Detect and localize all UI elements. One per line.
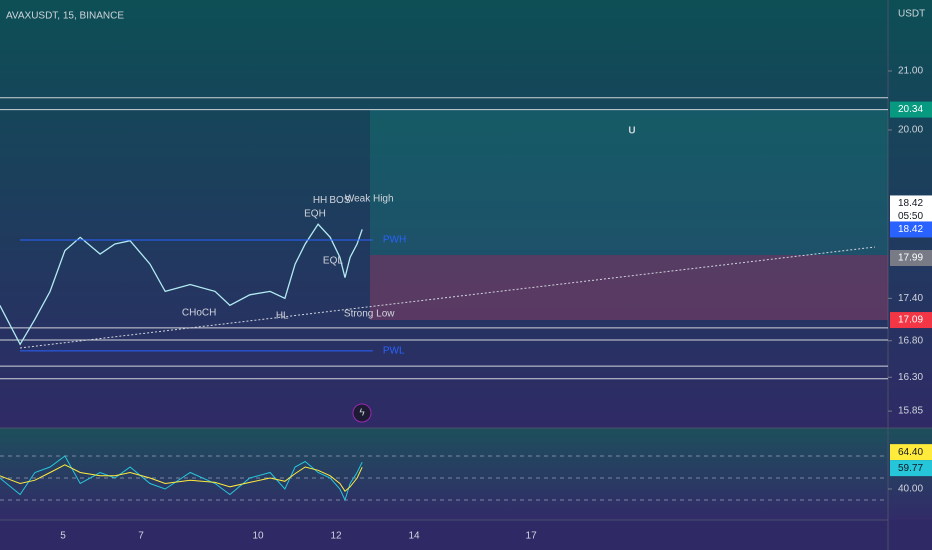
- y-tick-label: 15.85: [898, 406, 923, 417]
- rsi-tag-label: 59.77: [898, 463, 923, 474]
- series-line: [0, 464, 363, 492]
- symbol-title: AVAXUSDT, 15, BINANCE: [6, 11, 124, 22]
- annotation: EQH: [304, 208, 326, 219]
- rsi-tag-label: 64.40: [898, 447, 923, 458]
- alert-icon[interactable]: [352, 403, 372, 423]
- rsi-tag: [890, 460, 932, 477]
- price-tag: [890, 221, 932, 238]
- series-line: [0, 455, 363, 502]
- y-tick-label: 20.00: [898, 125, 923, 136]
- rsi-tag: [890, 444, 932, 461]
- y-tick-label: 17.40: [898, 293, 923, 304]
- profit-zone: [370, 110, 888, 255]
- price-tag: [890, 101, 932, 118]
- price-tag-label: 18.42: [898, 198, 923, 209]
- price-tag: [890, 250, 932, 267]
- price-tag-label: 20.34: [898, 104, 923, 115]
- alert-glyph: ϟ: [359, 408, 365, 419]
- time-axis: [0, 520, 932, 550]
- price-tag-label: 17.09: [898, 315, 923, 326]
- annotation: CHoCH: [182, 308, 216, 319]
- price-pane: [0, 0, 932, 428]
- annotation: PWL: [383, 345, 405, 356]
- x-tick-label: 10: [252, 531, 264, 542]
- y-tick-label: 16.30: [898, 372, 923, 383]
- x-tick-label: 12: [330, 531, 342, 542]
- x-tick-label: 7: [138, 531, 144, 542]
- annotation: Weak High: [345, 194, 394, 205]
- loss-zone: [370, 255, 888, 320]
- y-tick-label: 21.00: [898, 66, 923, 77]
- x-tick-label: 14: [408, 531, 420, 542]
- trendline: [19, 246, 876, 349]
- annotation: PWH: [383, 235, 406, 246]
- series-line: [0, 223, 363, 346]
- axis-unit: USDT: [898, 9, 925, 20]
- magnet-icon[interactable]: U: [628, 126, 635, 137]
- price-tag: [890, 195, 932, 226]
- annotation: HH: [313, 195, 327, 206]
- annotation: BOS: [329, 195, 350, 206]
- x-tick-label: 5: [60, 531, 66, 542]
- annotation: Strong Low: [344, 308, 395, 319]
- annotation: EQL: [323, 255, 343, 266]
- countdown: 05:50: [898, 211, 923, 222]
- price-tag-label: 17.99: [898, 253, 923, 264]
- price-tag: [890, 312, 932, 329]
- x-tick-label: 17: [526, 531, 538, 542]
- annotation: HL: [276, 310, 289, 321]
- y-tick-label: 40.00: [898, 484, 923, 495]
- y-tick-label: 16.80: [898, 335, 923, 346]
- price-tag-label: 18.42: [898, 224, 923, 235]
- rsi-pane: [0, 428, 932, 520]
